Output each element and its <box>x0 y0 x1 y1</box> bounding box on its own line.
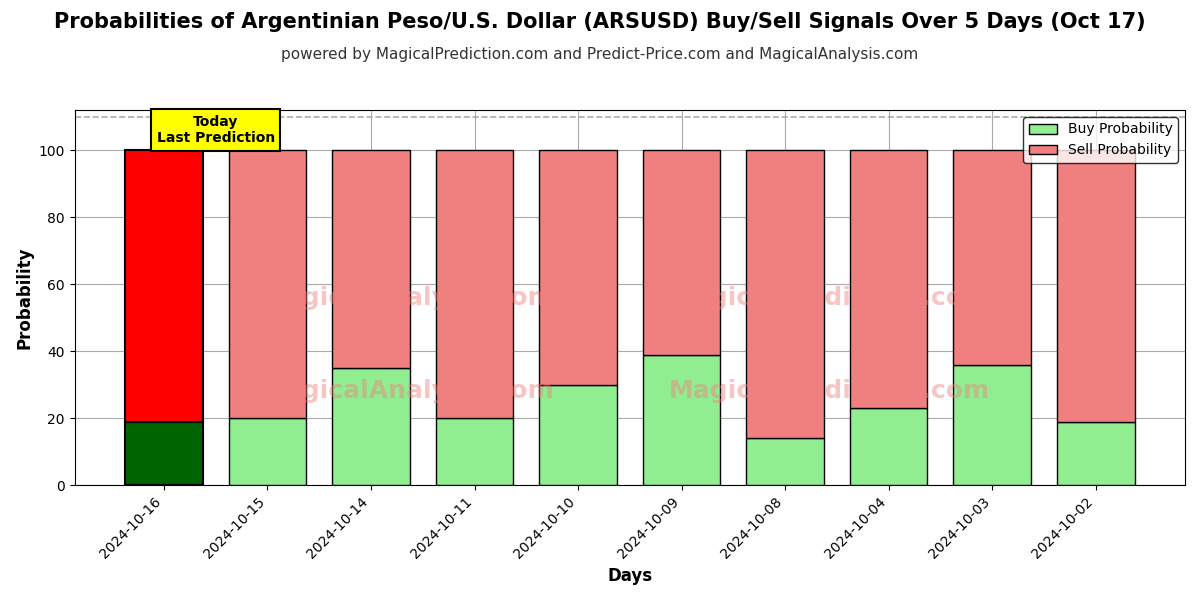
Text: Probabilities of Argentinian Peso/U.S. Dollar (ARSUSD) Buy/Sell Signals Over 5 D: Probabilities of Argentinian Peso/U.S. D… <box>54 12 1146 32</box>
Bar <box>953 365 1031 485</box>
Legend: Buy Probability, Sell Probability: Buy Probability, Sell Probability <box>1024 117 1178 163</box>
Bar <box>332 368 410 485</box>
Bar <box>643 355 720 485</box>
Y-axis label: Probability: Probability <box>16 247 34 349</box>
Text: powered by MagicalPrediction.com and Predict-Price.com and MagicalAnalysis.com: powered by MagicalPrediction.com and Pre… <box>281 46 919 61</box>
Bar <box>436 418 514 485</box>
Bar <box>229 150 306 418</box>
Bar <box>850 150 928 408</box>
Bar <box>1057 422 1134 485</box>
Bar <box>746 150 824 438</box>
Bar <box>436 150 514 418</box>
Bar <box>1057 150 1134 422</box>
Text: Today
Last Prediction: Today Last Prediction <box>156 115 275 145</box>
Text: MagicalPrediction.com: MagicalPrediction.com <box>670 379 990 403</box>
Bar <box>125 150 203 422</box>
Bar <box>539 385 617 485</box>
X-axis label: Days: Days <box>607 567 653 585</box>
Bar <box>332 150 410 368</box>
Text: MagicalAnalysis.com: MagicalAnalysis.com <box>260 379 554 403</box>
Bar <box>229 418 306 485</box>
Bar <box>125 422 203 485</box>
Bar <box>643 150 720 355</box>
Bar <box>746 438 824 485</box>
Bar <box>953 150 1031 365</box>
Text: MagicalPrediction.com: MagicalPrediction.com <box>670 286 990 310</box>
Text: MagicalAnalysis.com: MagicalAnalysis.com <box>260 286 554 310</box>
Bar <box>539 150 617 385</box>
Bar <box>850 408 928 485</box>
